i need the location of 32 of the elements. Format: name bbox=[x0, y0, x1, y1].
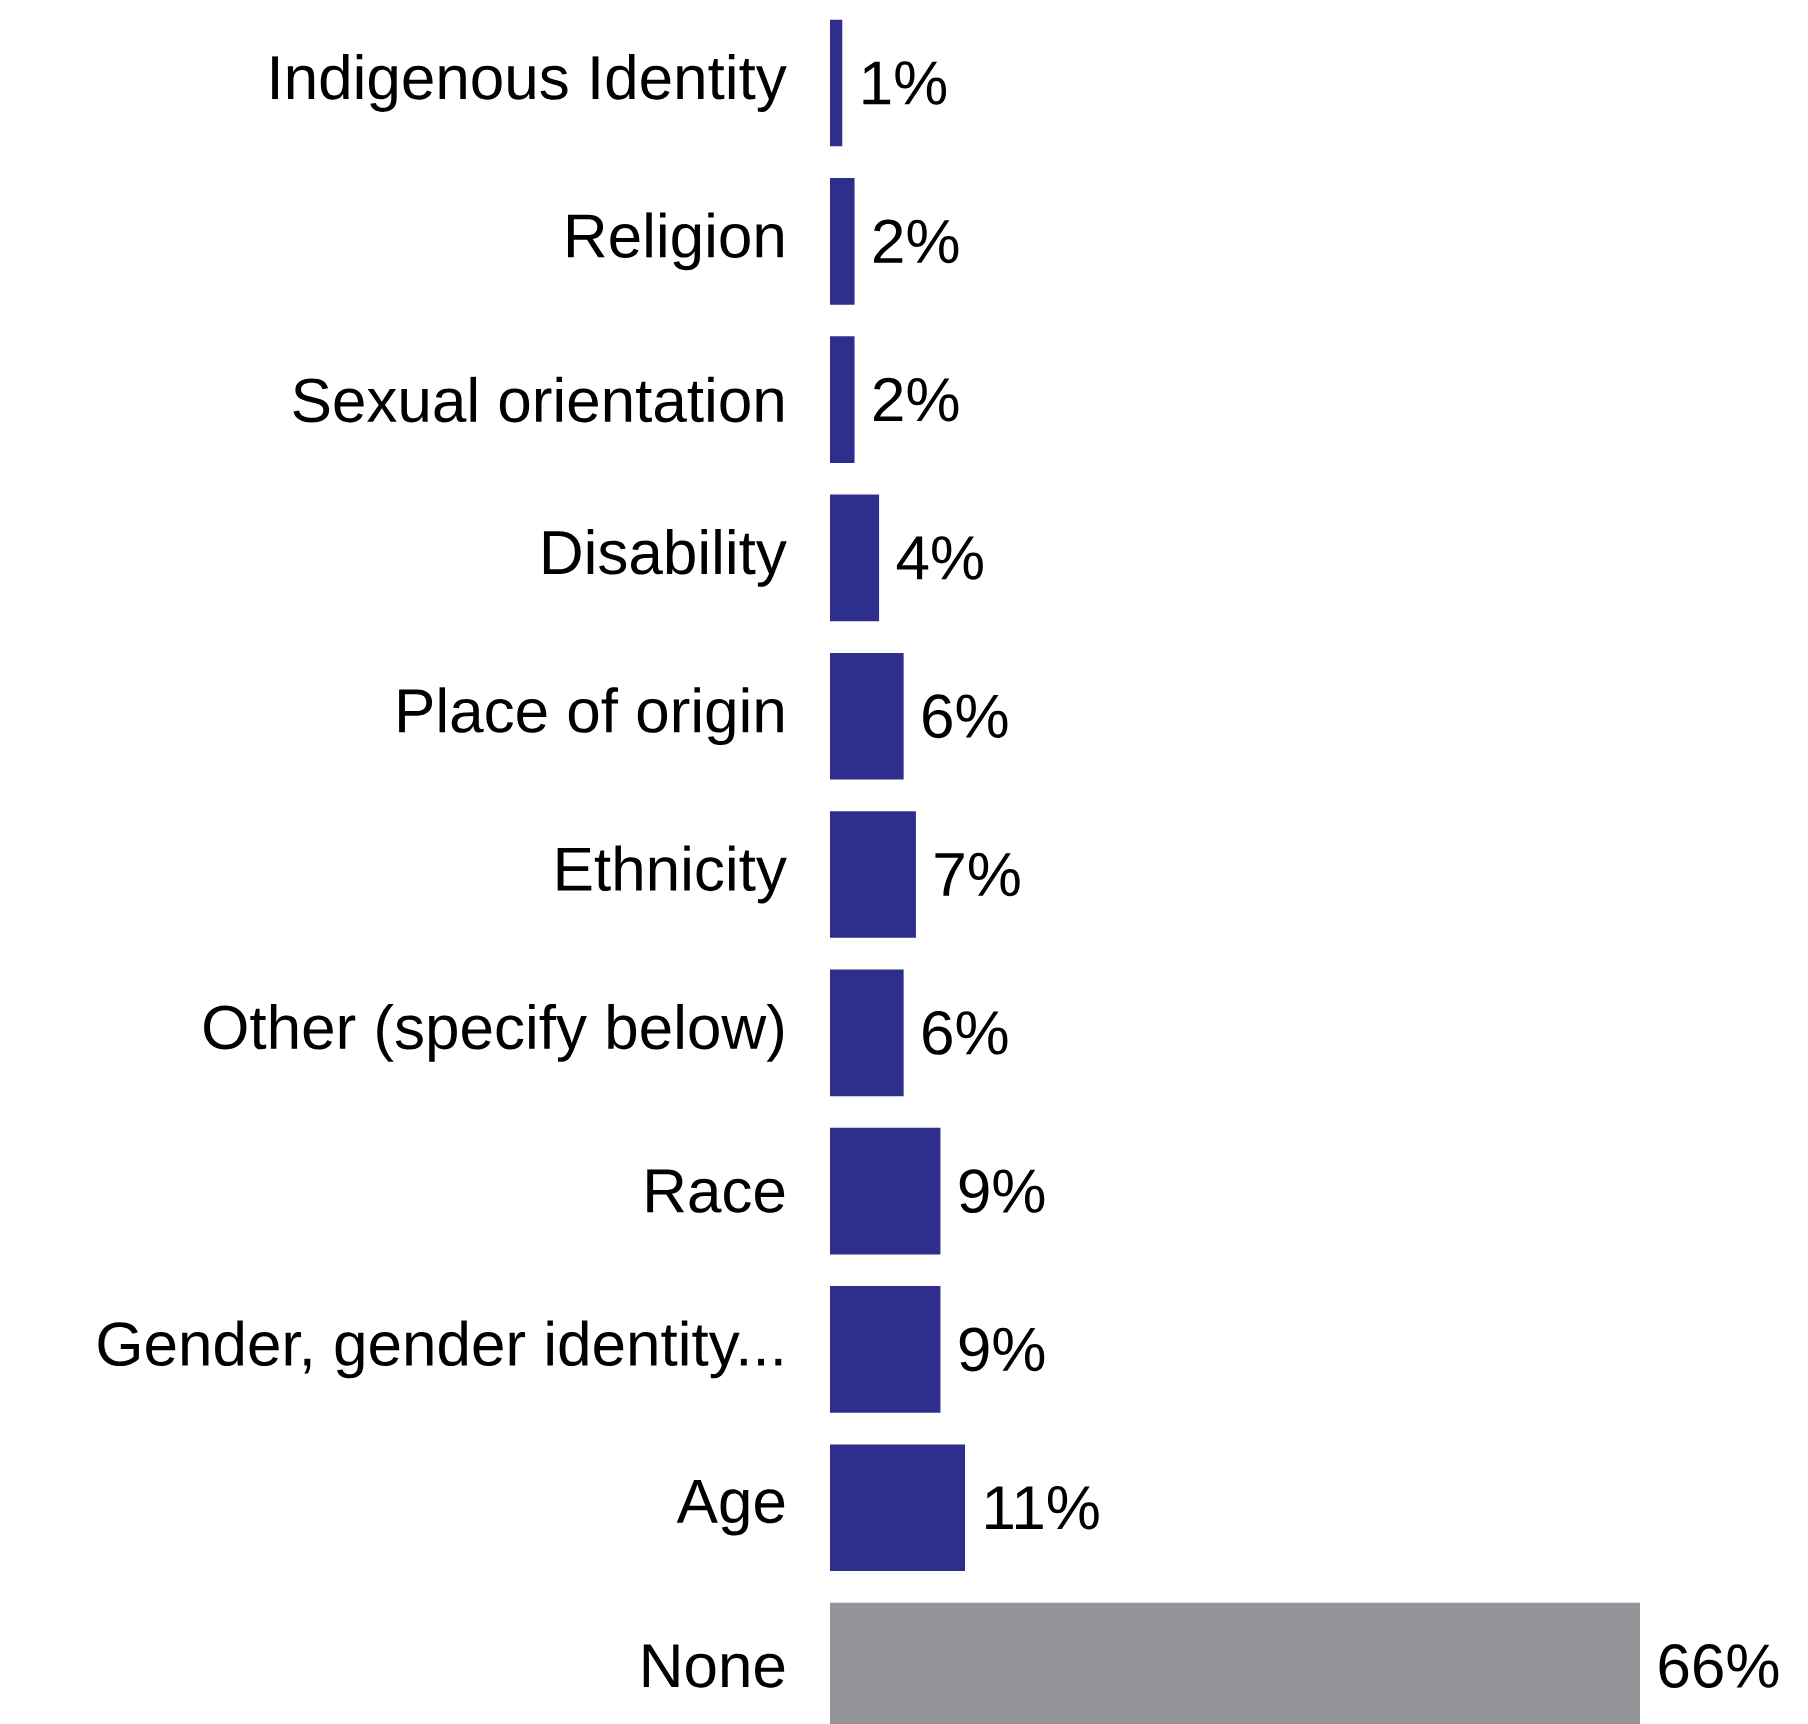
data-label: 4% bbox=[896, 536, 983, 580]
data-label: 6% bbox=[923, 1010, 1008, 1055]
data-label: 2% bbox=[874, 219, 959, 264]
data-label: 66% bbox=[1659, 1644, 1779, 1688]
y-tick-label: Ethnicity bbox=[557, 845, 787, 904]
bar bbox=[829, 178, 855, 305]
y-tick-label: Age bbox=[676, 1479, 785, 1536]
data-label: 7% bbox=[935, 852, 1020, 897]
y-tick-label: Indigenous Identity bbox=[272, 54, 787, 112]
bar bbox=[829, 494, 880, 622]
y-tick-label: Other (specify below) bbox=[204, 1003, 783, 1062]
bar bbox=[829, 1127, 941, 1255]
data-label: 2% bbox=[874, 377, 959, 422]
y-tick-label: Race bbox=[647, 1169, 785, 1213]
data-label: 9% bbox=[959, 1169, 1045, 1214]
bar bbox=[829, 1444, 965, 1572]
bar bbox=[829, 652, 904, 780]
data-label: 11% bbox=[986, 1486, 1099, 1530]
y-tick-label: Disability bbox=[543, 529, 787, 587]
y-tick-label: Sexual orientation bbox=[293, 376, 783, 423]
data-label: 9% bbox=[959, 1327, 1045, 1372]
bar bbox=[829, 811, 916, 938]
y-tick-label: Place of origin bbox=[399, 687, 783, 746]
data-label: 1% bbox=[863, 61, 947, 105]
bar bbox=[829, 969, 904, 1097]
bar bbox=[829, 336, 855, 463]
y-tick-label: Religion bbox=[567, 212, 783, 271]
y-tick-label: None bbox=[643, 1644, 785, 1688]
bar bbox=[829, 1286, 941, 1413]
y-tick-label: Gender, gender identity... bbox=[98, 1320, 782, 1379]
bar bbox=[829, 19, 843, 147]
data-label: 6% bbox=[923, 694, 1008, 739]
